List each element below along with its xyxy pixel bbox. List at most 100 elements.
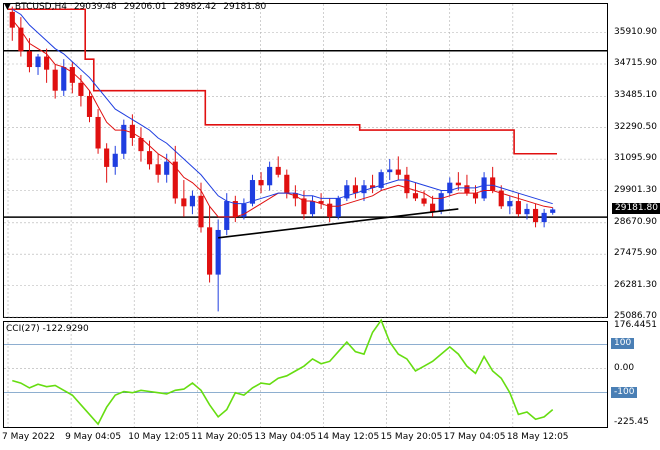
candle-down [275,166,281,175]
candle-down [515,201,521,215]
candle-up [550,209,556,213]
candle-down [138,137,144,152]
cci-plot [12,318,554,426]
time-axis-label: 14 May 12:05 [317,432,380,442]
price-axis-label: 28670.90 [614,216,657,227]
high-value: 29206.01 [123,2,167,12]
price-axis-label: 35910.90 [614,26,657,37]
candle-up [507,201,513,207]
candle-down [172,161,178,199]
candle-up [438,193,444,212]
candle-up [215,229,221,275]
fast-ma-line [11,19,553,218]
candle-down [430,203,436,212]
time-axis-label: 15 May 20:05 [380,432,443,442]
main-panel-frame [3,3,608,318]
candle-up [447,182,453,194]
candle-down [369,185,376,188]
candle-down [395,169,401,175]
upper-channel [8,8,557,155]
candle-down [318,201,324,204]
candle-down [104,148,110,167]
candle-up [241,203,247,217]
candle-down [464,185,470,194]
price-axis-label: 29901.30 [614,184,657,195]
candle-up [309,201,316,215]
candle-down [284,174,290,194]
indicator-axis-label: -225.45 [614,417,649,427]
candle-up [387,169,393,173]
candle-up [344,185,350,199]
price-axis-label: 33485.10 [614,90,657,101]
candle-down [352,185,358,194]
candle-down [95,116,101,149]
candle-up [61,67,67,91]
candle-down [26,51,33,68]
candle-up [249,180,256,204]
indicator-title: CCI(27) -122.9290 [6,324,89,334]
candle-down [18,27,24,52]
candle-down [52,69,58,91]
moving-averages [11,8,553,218]
horizontal-lines [4,50,607,218]
candle-up [35,56,41,68]
indicator-axis-label: 100 [611,338,635,350]
candle-up [361,185,367,194]
candle-up [541,212,547,223]
close-value: 29181.80 [223,2,267,12]
candle-down [490,177,496,191]
time-axis-label: 9 May 04:05 [65,432,122,442]
candle-up [121,124,127,154]
candle-up [378,172,384,188]
price-axis-label: 31095.90 [614,153,657,164]
candle-down [155,164,161,175]
candle-down [232,201,238,217]
indicator-axis-label: -100 [611,386,638,398]
candle-down [78,82,84,96]
triangle-icon: ▼ [4,2,11,12]
candle-down [498,190,504,207]
candle-down [86,95,93,117]
candle-up [481,177,487,199]
price-axis-label: 27475.90 [614,248,657,259]
candle-up [189,195,196,207]
support-trendline [218,208,459,239]
trendline [218,208,459,239]
price-axis-label: 34715.90 [614,58,657,68]
candle-up [224,201,230,230]
candle-up [524,208,530,215]
candle-down [455,182,461,186]
time-axis-label: 18 May 12:05 [506,432,569,442]
slow-ma-line [12,8,553,205]
candle-down [181,198,187,207]
time-axis-label: 7 May 2022 [2,432,55,442]
candle-down [412,193,419,199]
candle-down [301,198,307,215]
candle-down [9,11,15,28]
indicator-panel-frame [3,321,608,428]
upper-channel-line [8,8,557,155]
candle-down [198,195,204,228]
symbol-label: BTCUSD,H4 [14,2,67,12]
indicator-axis-label: 176.4451 [614,320,657,330]
cci-line [12,318,554,426]
indicator-axis-label: 0.00 [614,362,635,373]
candle-down [327,203,333,217]
candle-up [112,153,118,167]
open-value: 29039.48 [73,2,117,12]
candle-down [404,174,410,194]
candle-up [164,161,170,175]
price-axis-label: 26281.30 [614,279,657,290]
candle-down [44,56,50,70]
chart-header: ▼ BTCUSD,H4 29039.48 29206.01 28982.42 29… [4,2,270,12]
candle-down [258,180,264,186]
candle-down [129,124,135,138]
candle-down [69,67,75,83]
time-axis-label: 13 May 04:05 [254,432,317,442]
candle-down [207,227,213,275]
candle-down [421,198,427,204]
time-axis-label: 17 May 04:05 [443,432,506,442]
candle-down [146,151,153,165]
price-axis-label: 32290.50 [614,121,657,132]
